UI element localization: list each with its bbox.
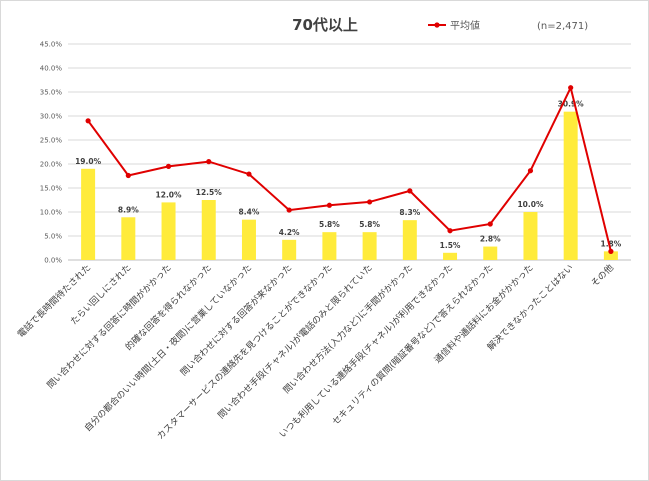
bar — [81, 168, 96, 260]
average-point — [367, 199, 373, 205]
data-label: 12.5% — [196, 188, 223, 197]
average-point — [85, 118, 91, 124]
y-tick-label: 5.0% — [44, 233, 62, 241]
bar — [523, 212, 538, 260]
average-point — [407, 188, 413, 194]
x-axis: 電話で長時間待たされたたらい回しにされた問い合わせに対する回答に時間がかかった的… — [15, 262, 616, 442]
y-axis: 0.0% 5.0% 10.0% 15.0% 20.0% 25.0% 30.0% 35.0% 40… — [40, 41, 63, 265]
average-point — [286, 207, 292, 213]
y-tick-label: 45.0% — [40, 41, 63, 49]
bar — [282, 239, 297, 260]
average-point — [608, 248, 614, 254]
gridlines — [68, 43, 631, 261]
data-label: 19.0% — [75, 157, 102, 166]
bar — [563, 111, 578, 261]
data-label: 5.8% — [319, 220, 340, 229]
average-point — [125, 172, 131, 179]
bar — [161, 202, 176, 260]
average-point — [447, 228, 453, 234]
data-label: 8.9% — [118, 205, 139, 214]
y-tick-label: 10.0% — [40, 209, 63, 217]
bar — [201, 200, 216, 260]
average-point — [165, 163, 172, 169]
bar — [322, 232, 337, 260]
y-tick-label: 25.0% — [40, 137, 63, 145]
y-tick-label: 0.0% — [44, 257, 62, 265]
data-label: 2.8% — [480, 235, 501, 244]
average-line-series — [85, 84, 614, 254]
bar — [362, 232, 377, 260]
x-tick-label: その他 — [588, 262, 616, 290]
legend: 平均値 — [428, 19, 480, 32]
bar-series — [81, 111, 618, 261]
sample-size-note: (n=2,471) — [537, 21, 588, 32]
bar — [443, 252, 458, 260]
data-label: 5.8% — [359, 220, 380, 229]
data-label: 8.3% — [399, 208, 420, 217]
y-tick-label: 20.0% — [40, 161, 63, 169]
bar — [483, 246, 498, 260]
legend-dot-marker — [434, 22, 440, 28]
bar — [121, 217, 136, 260]
average-point — [206, 159, 212, 165]
data-label: 1.5% — [440, 241, 461, 250]
y-tick-label: 40.0% — [40, 65, 63, 73]
x-tick-label: 電話で長時間待たされた — [15, 262, 93, 340]
bar — [402, 220, 417, 260]
average-point — [568, 85, 574, 91]
data-label: 30.9% — [558, 100, 585, 109]
average-point — [246, 171, 252, 177]
chart-title: 70代以上 — [292, 16, 358, 34]
average-line — [87, 84, 612, 252]
data-label: 10.0% — [517, 200, 544, 209]
legend-label: 平均値 — [450, 19, 480, 32]
y-tick-label: 35.0% — [40, 89, 63, 97]
x-tick-label: 問い合わせ手段(チャネル)が電話のみと限られていた — [215, 262, 375, 422]
y-tick-label: 30.0% — [40, 113, 63, 121]
data-label: 8.4% — [239, 208, 260, 217]
bar — [241, 219, 256, 260]
bar — [603, 251, 618, 260]
average-point — [487, 221, 493, 227]
average-point — [326, 202, 332, 208]
average-point — [527, 168, 534, 174]
data-label: 12.0% — [156, 190, 183, 199]
y-tick-label: 15.0% — [40, 185, 63, 193]
data-labels: 19.0% 8.9% 12.0% 12.5% 8.4% 4.2% 5.8% 5.8% 8.3% 1… — [75, 100, 622, 250]
data-label: 4.2% — [279, 228, 300, 237]
data-label: 1.8% — [600, 239, 621, 248]
